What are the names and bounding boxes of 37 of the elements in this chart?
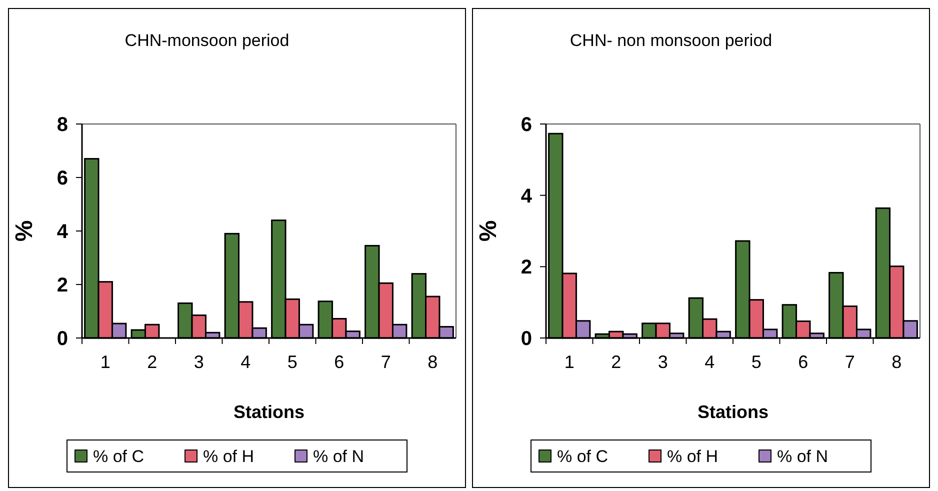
- legend-label: % of N: [777, 446, 828, 466]
- legend-label: % of H: [203, 446, 254, 466]
- x-tick-label: 7: [844, 352, 855, 372]
- x-tick-label: 1: [100, 352, 110, 372]
- x-tick-label: 7: [380, 352, 391, 372]
- y-axis-title: %: [475, 220, 502, 242]
- x-tick-label: 5: [751, 352, 762, 372]
- x-tick-label: 2: [147, 352, 158, 372]
- x-tick-label: 5: [287, 352, 298, 372]
- y-tick-label: 4: [56, 221, 69, 243]
- x-axis-title: Stations: [697, 402, 769, 422]
- x-tick-label: 1: [564, 352, 574, 372]
- y-tick-label: 6: [56, 168, 68, 190]
- chart-title: CHN-monsoon period: [124, 31, 290, 50]
- y-tick-label: 4: [520, 185, 533, 208]
- y-tick-label: 0: [56, 328, 68, 350]
- x-tick-label: 3: [658, 352, 668, 372]
- x-tick-label: 4: [704, 352, 715, 372]
- x-tick-label: 6: [798, 352, 808, 372]
- x-axis-title: Stations: [233, 402, 305, 422]
- legend-label: % of C: [557, 446, 608, 466]
- y-tick-label: 0: [520, 328, 532, 350]
- x-tick-label: 8: [428, 352, 438, 372]
- x-tick-label: 4: [240, 352, 251, 372]
- x-tick-label: 8: [892, 352, 902, 372]
- y-tick-label: 2: [56, 274, 68, 296]
- legend-label: % of C: [93, 446, 144, 466]
- y-tick-label: 2: [520, 256, 532, 279]
- y-tick-label: 8: [56, 114, 68, 136]
- chart-title: CHN- non monsoon period: [570, 31, 772, 50]
- x-tick-label: 6: [334, 352, 344, 372]
- y-axis-title: %: [11, 220, 38, 242]
- x-tick-label: 3: [194, 352, 204, 372]
- legend-label: % of H: [667, 446, 718, 466]
- x-tick-label: 2: [611, 352, 622, 372]
- legend-label: % of N: [313, 446, 364, 466]
- y-tick-label: 6: [520, 114, 532, 136]
